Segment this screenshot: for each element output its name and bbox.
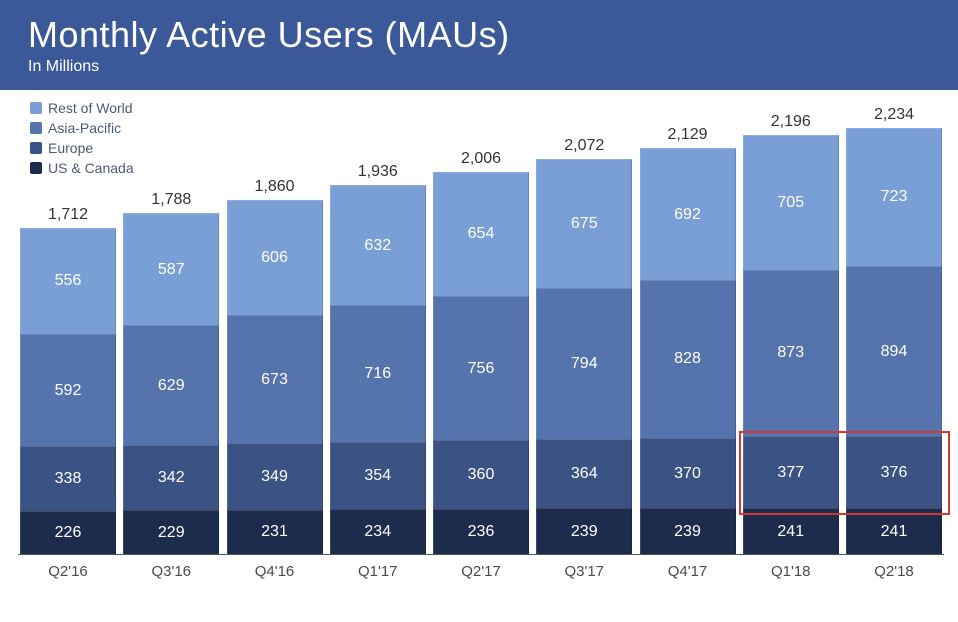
stacked-bar: 632716354234 bbox=[330, 185, 426, 554]
bar-segment: 364 bbox=[536, 439, 632, 508]
x-axis-label: Q2'17 bbox=[433, 563, 529, 580]
bar-segment: 342 bbox=[123, 445, 219, 510]
bar-total-label: 2,006 bbox=[461, 150, 501, 168]
bar-total-label: 1,788 bbox=[151, 191, 191, 209]
chart-subtitle: In Millions bbox=[28, 58, 958, 76]
stacked-bar: 723894376241 bbox=[846, 128, 942, 554]
bar-segment: 338 bbox=[20, 446, 116, 510]
bar-segment: 370 bbox=[640, 438, 736, 509]
bar-segment: 234 bbox=[330, 509, 426, 554]
bar-segment: 692 bbox=[640, 148, 736, 280]
bar-segment: 236 bbox=[433, 509, 529, 554]
bar-column: 2,234 723894376241 bbox=[846, 100, 942, 554]
bar-segment: 376 bbox=[846, 436, 942, 508]
x-axis-label: Q2'16 bbox=[20, 563, 116, 580]
legend-item: Asia-Pacific bbox=[30, 118, 134, 138]
x-axis-label: Q2'18 bbox=[846, 563, 942, 580]
bars-area: 1,712 556592338226 1,788 587629342229 1,860 6… bbox=[18, 100, 944, 555]
bar-segment: 592 bbox=[20, 334, 116, 447]
bar-segment: 705 bbox=[743, 135, 839, 269]
bar-segment: 226 bbox=[20, 511, 116, 554]
bar-segment: 606 bbox=[227, 200, 323, 316]
x-axis-label: Q1'18 bbox=[743, 563, 839, 580]
chart-title: Monthly Active Users (MAUs) bbox=[28, 14, 958, 56]
x-axis-label: Q3'16 bbox=[123, 563, 219, 580]
bar-column: 1,936 632716354234 bbox=[330, 100, 426, 554]
bar-segment: 873 bbox=[743, 270, 839, 436]
bar-segment: 828 bbox=[640, 280, 736, 438]
x-axis-label: Q4'17 bbox=[640, 563, 736, 580]
legend-item: Rest of World bbox=[30, 98, 134, 118]
chart-area: Rest of WorldAsia-PacificEuropeUS & Cana… bbox=[0, 90, 958, 580]
bar-segment: 241 bbox=[743, 508, 839, 554]
stacked-bar: 705873377241 bbox=[743, 135, 839, 554]
stacked-bar: 654756360236 bbox=[433, 172, 529, 555]
legend-swatch bbox=[30, 102, 42, 114]
bar-column: 1,860 606673349231 bbox=[227, 100, 323, 554]
legend-swatch bbox=[30, 122, 42, 134]
bar-segment: 894 bbox=[846, 266, 942, 436]
bar-column: 2,129 692828370239 bbox=[640, 100, 736, 554]
stacked-bar: 675794364239 bbox=[536, 159, 632, 554]
legend-swatch bbox=[30, 142, 42, 154]
bar-segment: 229 bbox=[123, 510, 219, 554]
bar-total-label: 2,234 bbox=[874, 106, 914, 124]
bar-segment: 241 bbox=[846, 508, 942, 554]
legend-item: Europe bbox=[30, 138, 134, 158]
bar-segment: 556 bbox=[20, 228, 116, 334]
bar-total-label: 2,072 bbox=[564, 137, 604, 155]
bar-segment: 239 bbox=[640, 508, 736, 554]
stacked-bar: 606673349231 bbox=[227, 200, 323, 554]
bar-segment: 231 bbox=[227, 510, 323, 554]
bar-column: 2,072 675794364239 bbox=[536, 100, 632, 554]
bar-segment: 349 bbox=[227, 443, 323, 510]
bar-segment: 377 bbox=[743, 436, 839, 508]
legend-label: Europe bbox=[48, 138, 93, 158]
legend-label: Asia-Pacific bbox=[48, 118, 121, 138]
bar-segment: 723 bbox=[846, 128, 942, 266]
bar-segment: 756 bbox=[433, 296, 529, 440]
legend-label: US & Canada bbox=[48, 158, 134, 178]
x-axis-label: Q1'17 bbox=[330, 563, 426, 580]
bar-segment: 354 bbox=[330, 442, 426, 510]
bar-total-label: 2,196 bbox=[771, 113, 811, 131]
bar-total-label: 1,936 bbox=[358, 163, 398, 181]
bar-segment: 673 bbox=[227, 315, 323, 443]
bar-total-label: 1,860 bbox=[254, 178, 294, 196]
bar-total-label: 2,129 bbox=[667, 126, 707, 144]
bar-column: 2,006 654756360236 bbox=[433, 100, 529, 554]
legend-item: US & Canada bbox=[30, 158, 134, 178]
bar-column: 2,196 705873377241 bbox=[743, 100, 839, 554]
legend-swatch bbox=[30, 162, 42, 174]
x-axis-label: Q3'17 bbox=[536, 563, 632, 580]
stacked-bar: 556592338226 bbox=[20, 228, 116, 554]
x-axis-label: Q4'16 bbox=[227, 563, 323, 580]
bar-segment: 632 bbox=[330, 185, 426, 306]
legend: Rest of WorldAsia-PacificEuropeUS & Cana… bbox=[30, 98, 134, 178]
bar-segment: 587 bbox=[123, 213, 219, 325]
bar-column: 1,788 587629342229 bbox=[123, 100, 219, 554]
bar-segment: 794 bbox=[536, 288, 632, 439]
stacked-bar: 587629342229 bbox=[123, 213, 219, 554]
bar-segment: 654 bbox=[433, 172, 529, 297]
bar-total-label: 1,712 bbox=[48, 206, 88, 224]
chart-header: Monthly Active Users (MAUs) In Millions bbox=[0, 0, 958, 90]
stacked-bar: 692828370239 bbox=[640, 148, 736, 554]
bar-segment: 675 bbox=[536, 159, 632, 288]
bar-segment: 239 bbox=[536, 508, 632, 554]
x-axis: Q2'16 Q3'16 Q4'16 Q1'17 Q2'17 Q3'17 Q4'17 Q1'18… bbox=[18, 555, 944, 580]
bar-segment: 716 bbox=[330, 305, 426, 442]
legend-label: Rest of World bbox=[48, 98, 133, 118]
bar-segment: 629 bbox=[123, 325, 219, 445]
bar-segment: 360 bbox=[433, 440, 529, 509]
